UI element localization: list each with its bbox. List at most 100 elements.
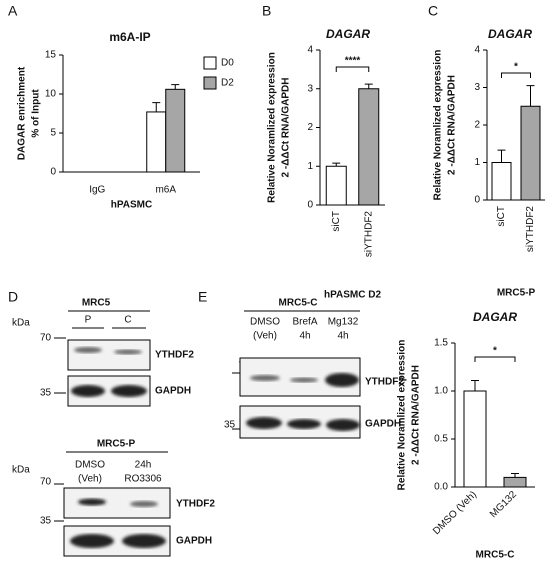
x-tick-label: m6A bbox=[155, 185, 176, 196]
x-axis-label: MRC5-P bbox=[497, 288, 536, 299]
lane-label: 4h bbox=[337, 331, 348, 342]
y-axis-label: DAGAR enrichment bbox=[17, 66, 28, 160]
band bbox=[111, 385, 147, 397]
kda-label: kDa bbox=[12, 318, 30, 329]
error-bar bbox=[511, 473, 519, 478]
x-axis-label: MRC5-C bbox=[476, 550, 515, 561]
legend-swatch bbox=[203, 56, 217, 70]
kda-label: kDa bbox=[12, 465, 30, 476]
bar bbox=[503, 476, 527, 488]
y-tick-label: 2 bbox=[307, 122, 313, 133]
protein-label: GAPDH bbox=[365, 419, 401, 430]
blot-title: MRC5-C bbox=[279, 298, 318, 309]
y-tick-label: 1.5 bbox=[434, 338, 448, 349]
lane-label: DMSO bbox=[250, 317, 280, 328]
y-axis-label: % of Input bbox=[31, 89, 42, 138]
bar bbox=[491, 162, 512, 201]
legend-label: D0 bbox=[221, 58, 234, 69]
y-axis-label: 2 -ΔΔCt RNA/GAPDH bbox=[411, 365, 422, 465]
band bbox=[130, 501, 158, 507]
marker-label: 35 bbox=[40, 388, 52, 399]
lane-label: Mg132 bbox=[328, 317, 359, 328]
marker-label: 35 bbox=[224, 420, 236, 431]
lane-label: DMSO bbox=[75, 460, 105, 471]
blot-box bbox=[67, 339, 151, 371]
marker-label: 70 bbox=[40, 333, 52, 344]
band bbox=[78, 498, 106, 506]
x-tick-label: DMSO (Veh) bbox=[431, 489, 479, 537]
blot-title: MRC5-P bbox=[97, 439, 136, 450]
bar bbox=[325, 165, 347, 206]
error-bar bbox=[152, 102, 161, 112]
band bbox=[325, 373, 359, 387]
x-axis-label: hPASMC D2 bbox=[324, 290, 381, 301]
y-tick-label: 0 bbox=[474, 195, 480, 206]
band bbox=[70, 534, 114, 548]
legend-label: D2 bbox=[221, 78, 234, 89]
y-tick-label: 10 bbox=[45, 89, 57, 100]
x-tick-label: siYTHDF2 bbox=[363, 211, 374, 258]
lane-label: (Veh) bbox=[78, 474, 102, 485]
y-axis-label: Relative Noramlized expression bbox=[433, 50, 444, 201]
error-bar bbox=[497, 149, 506, 163]
y-tick-label: 15 bbox=[45, 50, 57, 61]
significance-label: * bbox=[493, 346, 497, 357]
chart-title: DAGAR bbox=[326, 27, 370, 41]
significance-bracket bbox=[474, 356, 516, 362]
panel-letter: D bbox=[8, 289, 18, 305]
x-tick-label: MG132 bbox=[488, 489, 519, 520]
marker-label: 35 bbox=[40, 516, 52, 527]
protein-label: GAPDH bbox=[176, 536, 212, 547]
panel-letter: C bbox=[428, 3, 438, 19]
band bbox=[290, 377, 318, 383]
bar bbox=[463, 390, 487, 488]
y-tick-label: 0.5 bbox=[434, 434, 448, 445]
band bbox=[122, 534, 166, 548]
protein-label: YTHDF2 bbox=[155, 350, 194, 361]
y-tick-label: 3 bbox=[474, 82, 480, 93]
y-axis-label: Relative Noramlized expression bbox=[267, 52, 278, 203]
y-tick-label: 2 bbox=[474, 120, 480, 131]
error-bar bbox=[332, 162, 341, 167]
lane-label: RO3306 bbox=[124, 474, 162, 485]
band bbox=[71, 385, 105, 397]
x-tick-label: siCT bbox=[331, 211, 342, 232]
y-axis-label: Relative Noramlized expression bbox=[397, 340, 408, 491]
y-tick-label: 5 bbox=[50, 128, 56, 139]
chart-title: m6A-IP bbox=[109, 30, 150, 44]
error-bar bbox=[526, 85, 535, 107]
protein-label: GAPDH bbox=[155, 386, 191, 397]
panel-letter: B bbox=[262, 3, 271, 19]
y-tick-label: 0 bbox=[307, 200, 313, 211]
legend-swatch bbox=[203, 76, 217, 90]
band bbox=[250, 375, 280, 381]
lane-label: 4h bbox=[299, 331, 310, 342]
lane-label: BrefA bbox=[292, 317, 317, 328]
significance-bracket bbox=[501, 72, 531, 78]
y-tick-label: 1.0 bbox=[434, 386, 448, 397]
band bbox=[246, 417, 282, 429]
y-axis-label: 2 -ΔΔCt RNA/GAPDH bbox=[447, 75, 458, 175]
chart-title: DAGAR bbox=[473, 310, 517, 324]
y-axis-label: 2 -ΔΔCt RNA/GAPDH bbox=[281, 78, 292, 178]
panel-letter: E bbox=[198, 289, 207, 305]
blot-title: MRC5 bbox=[82, 298, 111, 309]
y-tick-label: 3 bbox=[307, 83, 313, 94]
band bbox=[74, 347, 102, 353]
chart-title: DAGAR bbox=[488, 27, 532, 41]
lane-label: P bbox=[85, 315, 92, 326]
significance-label: * bbox=[514, 62, 518, 73]
y-tick-label: 4 bbox=[307, 45, 313, 56]
protein-label: YTHDF2 bbox=[365, 377, 404, 388]
bar bbox=[358, 88, 380, 206]
x-tick-label: IgG bbox=[89, 185, 105, 196]
lane-label: 24h bbox=[135, 460, 152, 471]
x-axis-label: hPASMC bbox=[111, 200, 152, 211]
y-tick-label: 0.0 bbox=[434, 482, 448, 493]
marker-label: 70 bbox=[40, 477, 52, 488]
lane-label: (Veh) bbox=[253, 331, 277, 342]
band bbox=[326, 419, 360, 431]
x-tick-label: siYTHDF2 bbox=[525, 206, 536, 253]
band bbox=[287, 419, 321, 429]
